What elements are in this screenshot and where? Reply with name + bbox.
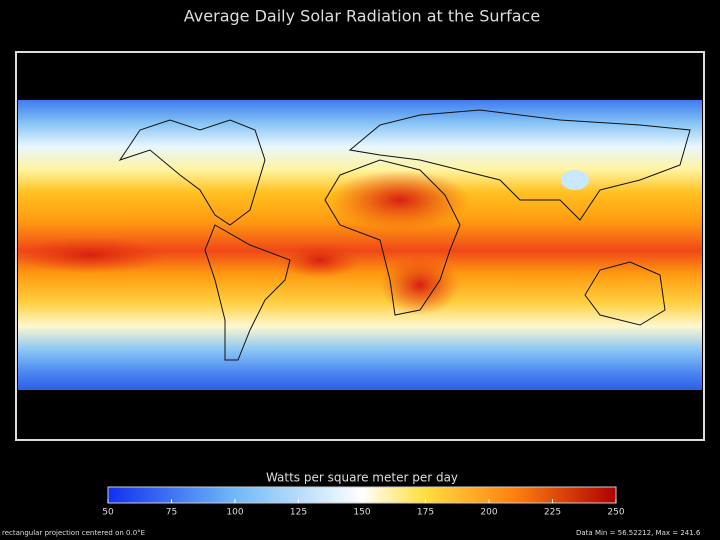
colorbar-tick-label: 175 <box>417 508 434 518</box>
hotspot <box>380 255 460 315</box>
colorbar-tick-label: 125 <box>290 508 307 518</box>
colorbar-tick-label: 75 <box>166 508 177 518</box>
title: Average Daily Solar Radiation at the Sur… <box>184 7 540 26</box>
coolspot <box>561 170 589 190</box>
colorbar-tick-label: 100 <box>226 508 243 518</box>
hotspot <box>280 242 360 278</box>
coastlines <box>118 109 691 361</box>
map <box>10 100 702 390</box>
colorbar-label: Watts per square meter per day <box>266 471 458 485</box>
colorbar-tick-label: 225 <box>544 508 561 518</box>
colorbar-tick-label: 150 <box>353 508 370 518</box>
colorbar-tick-label: 200 <box>480 508 497 518</box>
colorbar-tick-label: 250 <box>607 508 624 518</box>
projection-note: rectangular projection centered on 0.0°E <box>2 529 145 537</box>
hotspot <box>330 170 470 230</box>
data-range: Data Min = 56.52212, Max = 241.6 <box>576 529 701 537</box>
colorbar-tick-label: 50 <box>102 508 114 518</box>
colorbar-ticks: 50 75 100 125 150 175 200 225 250 <box>102 499 625 518</box>
hotspot <box>10 237 170 273</box>
